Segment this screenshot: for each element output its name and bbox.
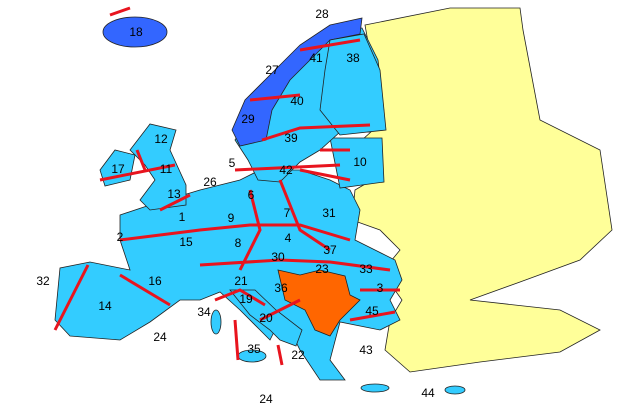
region-number: 11 xyxy=(160,162,173,176)
region-number: 26 xyxy=(203,175,217,189)
region-number: 19 xyxy=(239,292,253,306)
region-number: 21 xyxy=(234,274,248,288)
region-number: 9 xyxy=(228,211,235,225)
region-number: 18 xyxy=(129,25,143,39)
region-number: 45 xyxy=(365,304,379,318)
borders xyxy=(53,6,400,366)
region-number: 10 xyxy=(353,155,367,169)
region-number: 13 xyxy=(167,187,181,201)
region-number: 2 xyxy=(117,230,124,244)
crete xyxy=(360,383,390,393)
region-number: 14 xyxy=(98,299,112,313)
region-number: 31 xyxy=(322,206,336,220)
border-line xyxy=(53,6,400,366)
region-number: 38 xyxy=(346,51,360,65)
region-number: 17 xyxy=(111,162,125,176)
region-number: 36 xyxy=(274,281,288,295)
region-number: 27 xyxy=(265,63,279,77)
region-number: 40 xyxy=(290,94,304,108)
region-number: 8 xyxy=(235,236,242,250)
region-number: 41 xyxy=(309,51,323,65)
finland xyxy=(319,33,387,136)
region-number: 5 xyxy=(229,156,236,170)
region-number: 24 xyxy=(153,330,167,344)
region-number: 16 xyxy=(148,274,162,288)
region-number: 24 xyxy=(259,392,273,406)
region-number: 6 xyxy=(248,188,255,202)
region-number: 20 xyxy=(259,311,273,325)
region-number: 42 xyxy=(279,163,293,177)
region-number: 12 xyxy=(154,132,168,146)
region-number: 35 xyxy=(247,342,261,356)
region-number: 15 xyxy=(179,235,193,249)
region-number: 23 xyxy=(315,262,329,276)
region-number: 44 xyxy=(421,386,435,400)
region-number: 22 xyxy=(291,348,305,362)
region-number: 4 xyxy=(285,231,292,245)
region-number: 37 xyxy=(323,243,337,257)
region-number: 29 xyxy=(241,112,255,126)
iceland xyxy=(102,16,168,48)
balkans xyxy=(277,269,361,337)
region-number: 28 xyxy=(315,7,329,21)
region-number: 30 xyxy=(271,250,285,264)
mainland xyxy=(54,169,403,381)
region-number: 33 xyxy=(359,262,373,276)
sardinia xyxy=(210,309,222,335)
region-number: 43 xyxy=(359,343,373,357)
region-number: 3 xyxy=(377,281,384,295)
region-number: 32 xyxy=(36,274,50,288)
region-number: 34 xyxy=(197,305,211,319)
region-number: 1 xyxy=(179,210,186,224)
region-number: 7 xyxy=(284,206,291,220)
cyprus xyxy=(444,385,466,395)
region-number: 39 xyxy=(284,131,298,145)
